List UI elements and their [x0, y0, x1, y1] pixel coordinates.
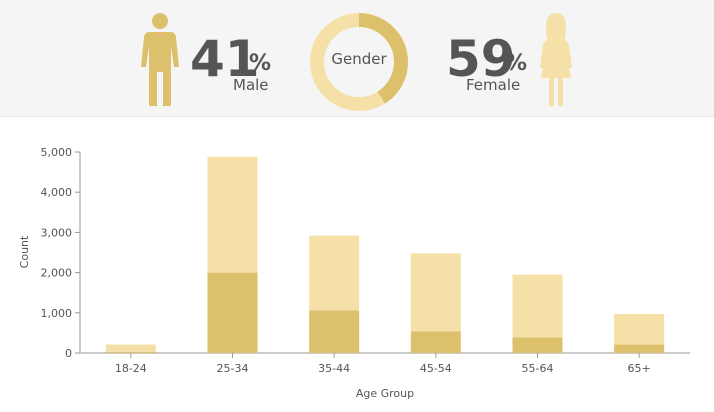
age-group-bar-chart: 0 1,000 2,000 3,000 4,000 5,000 18-24 25-34 35-… [18, 146, 690, 400]
bar-segment-female[interactable] [512, 274, 563, 338]
bar-segment-male[interactable] [309, 310, 360, 353]
y-tick-label: 2,000 [41, 267, 73, 280]
gender-donut [310, 13, 408, 111]
x-tick-label: 55-64 [522, 362, 554, 375]
female-percent: 59 [446, 30, 516, 88]
bar-segment-male[interactable] [207, 272, 258, 353]
bar-segment-female[interactable] [614, 314, 665, 345]
bar-segment-female[interactable] [207, 156, 258, 273]
y-tick-label: 0 [65, 347, 72, 360]
y-tick-label: 4,000 [41, 186, 73, 199]
bar-segment-male[interactable] [512, 337, 563, 353]
x-tick-label: 18-24 [115, 362, 147, 375]
bar-segment-female[interactable] [410, 253, 461, 332]
female-percent-symbol: % [505, 51, 528, 76]
y-tick-label: 3,000 [41, 226, 73, 239]
bar-segment-female[interactable] [105, 344, 156, 352]
y-tick-label: 1,000 [41, 307, 73, 320]
x-tick-label: 35-44 [318, 362, 350, 375]
bar-segment-male[interactable] [614, 344, 665, 353]
bar-segment-female[interactable] [309, 235, 360, 311]
x-tick-label: 65+ [628, 362, 651, 375]
male-percent-symbol: % [249, 51, 272, 76]
bar-segment-male[interactable] [105, 351, 156, 353]
x-tick-label: 45-54 [420, 362, 452, 375]
male-percent: 41 [190, 30, 260, 88]
gender-summary-panel: 41 % Male Gender 59 % Female [0, 0, 714, 117]
y-axis-title: Count [18, 235, 31, 268]
female-label: Female [466, 76, 521, 94]
gender-label: Gender [331, 50, 387, 68]
x-tick-label: 25-34 [217, 362, 249, 375]
male-share-arc [310, 13, 408, 111]
female-figure-icon [540, 13, 572, 106]
y-tick-label: 5,000 [41, 146, 73, 159]
male-figure-icon [141, 13, 179, 106]
x-axis-title: Age Group [356, 387, 414, 400]
male-label: Male [233, 76, 269, 94]
bar-segment-male[interactable] [410, 331, 461, 353]
